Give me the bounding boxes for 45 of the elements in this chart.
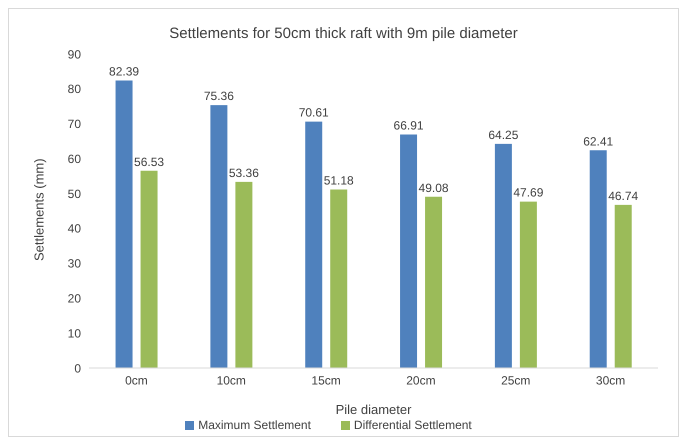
y-tick-label: 10 [68, 326, 82, 340]
bar [305, 122, 322, 368]
legend-label: Differential Settlement [354, 418, 472, 432]
chart-title: Settlements for 50cm thick raft with 9m pile diameter [168, 25, 519, 42]
bar [614, 204, 632, 368]
data-label: 75.36 [204, 89, 234, 104]
data-label: 66.91 [394, 118, 424, 133]
legend-label: Maximum Settlement [198, 418, 311, 432]
bar [590, 150, 607, 368]
x-tick-label: 20cm [406, 374, 436, 388]
bar [425, 196, 442, 368]
bar [235, 182, 252, 368]
bar [330, 189, 348, 368]
bar [494, 144, 512, 368]
y-axis-title: Settlements (mm) [32, 158, 47, 261]
bar [400, 134, 418, 368]
data-label: 51.18 [324, 173, 354, 188]
y-tick-label: 60 [68, 152, 82, 166]
y-tick-label: 50 [68, 186, 82, 201]
y-tick-label: 90 [68, 47, 82, 62]
y-tick-label: 40 [68, 222, 82, 236]
data-label: 47.69 [513, 186, 544, 200]
bar [210, 105, 228, 368]
data-label: 62.41 [583, 134, 614, 148]
data-label: 49.08 [418, 180, 449, 195]
bar [116, 80, 133, 368]
data-label: 53.36 [228, 166, 260, 180]
data-label: 46.74 [608, 188, 639, 203]
bar [520, 202, 537, 368]
y-tick-label: 0 [74, 361, 82, 376]
data-label: 70.61 [298, 106, 330, 120]
data-label: 64.25 [488, 128, 519, 142]
x-tick-label: 25cm [501, 374, 530, 388]
x-tick-label: 30cm [596, 374, 626, 388]
y-tick-label: 20 [68, 291, 82, 306]
bar [140, 170, 158, 368]
x-tick-label: 0cm [125, 374, 148, 388]
y-tick-label: 70 [68, 117, 82, 132]
x-axis-title: Pile diameter [336, 402, 412, 417]
y-tick-label: 80 [68, 82, 82, 96]
data-label: 82.39 [109, 64, 140, 79]
x-tick-label: 15cm [311, 374, 341, 388]
y-tick-label: 30 [68, 256, 82, 271]
data-label: 56.53 [134, 154, 164, 169]
x-tick-label: 10cm [216, 374, 246, 388]
